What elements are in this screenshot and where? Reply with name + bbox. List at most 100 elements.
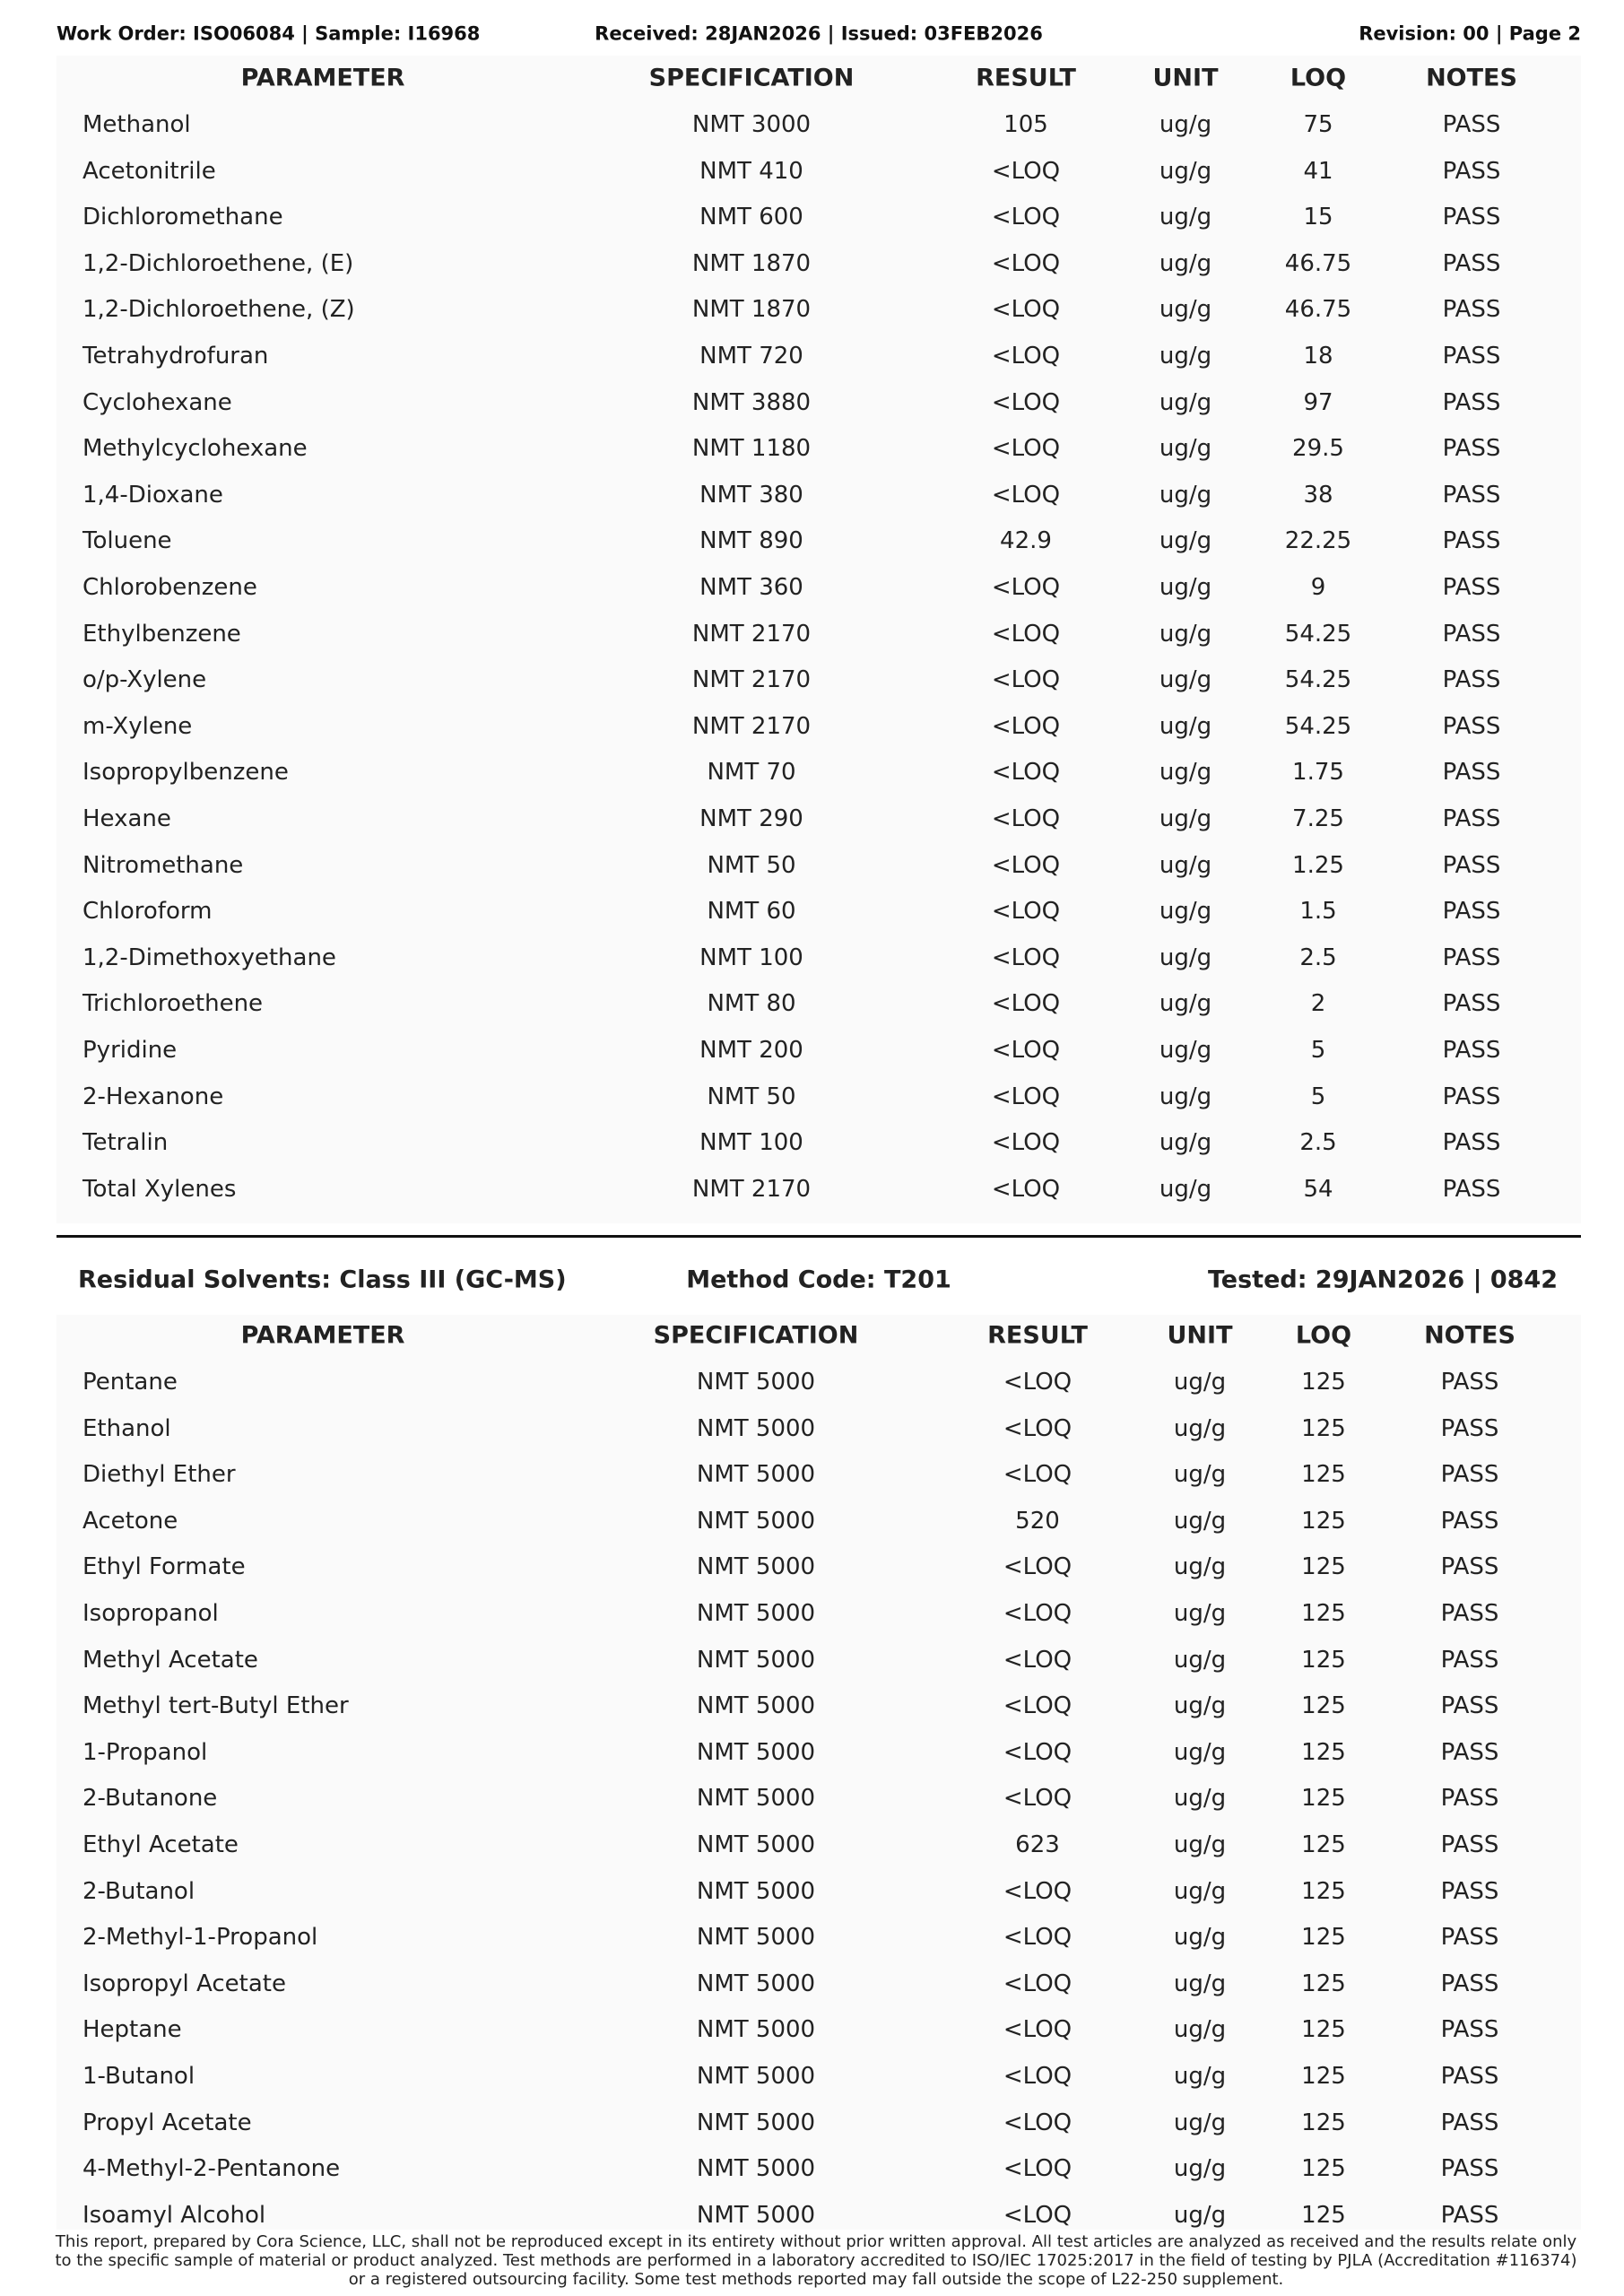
result-cell: <LOQ — [991, 1083, 1061, 1110]
specification-cell: NMT 5000 — [696, 1369, 816, 1396]
result-cell: <LOQ — [991, 481, 1061, 509]
loq-cell: 46.75 — [1284, 296, 1352, 324]
result-cell: <LOQ — [1003, 1877, 1073, 1905]
specification-cell: NMT 5000 — [696, 1507, 816, 1535]
notes-cell: PASS — [1442, 249, 1501, 277]
parameter-cell: 1,2-Dimethoxyethane — [83, 944, 336, 971]
column-header: UNIT — [1167, 1321, 1233, 1350]
section-title: Residual Solvents: Class III (GC-MS) — [78, 1265, 567, 1294]
unit-cell: ug/g — [1159, 805, 1212, 832]
result-cell: <LOQ — [991, 666, 1061, 694]
result-cell: <LOQ — [991, 620, 1061, 648]
result-cell: <LOQ — [991, 851, 1061, 879]
result-cell: <LOQ — [1003, 1924, 1073, 1952]
loq-cell: 2.5 — [1299, 944, 1337, 971]
parameter-cell: 1,4-Dioxane — [83, 481, 223, 509]
parameter-cell: Ethylbenzene — [83, 620, 241, 648]
parameter-cell: 1-Propanol — [83, 1738, 208, 1766]
notes-cell: PASS — [1442, 712, 1501, 740]
notes-cell: PASS — [1440, 1369, 1499, 1396]
parameter-cell: Chloroform — [83, 898, 213, 926]
result-cell: <LOQ — [991, 759, 1061, 787]
loq-cell: 125 — [1301, 1414, 1346, 1442]
column-header: SPECIFICATION — [653, 1321, 859, 1350]
dates: Received: 28JAN2026 | Issued: 03FEB2026 — [595, 22, 1043, 45]
loq-cell: 125 — [1301, 2201, 1346, 2229]
result-cell: <LOQ — [1003, 1646, 1073, 1674]
notes-cell: PASS — [1440, 1414, 1499, 1442]
unit-cell: ug/g — [1173, 2109, 1227, 2136]
result-cell: <LOQ — [1003, 2016, 1073, 2044]
loq-cell: 29.5 — [1292, 435, 1344, 463]
unit-cell: ug/g — [1159, 990, 1212, 1018]
loq-cell: 125 — [1301, 1461, 1346, 1489]
parameter-cell: o/p-Xylene — [83, 666, 207, 694]
loq-cell: 125 — [1301, 1738, 1346, 1766]
specification-cell: NMT 5000 — [696, 1646, 816, 1674]
notes-cell: PASS — [1442, 343, 1501, 370]
specification-cell: NMT 5000 — [696, 1461, 816, 1489]
parameter-cell: Pyridine — [83, 1037, 178, 1064]
unit-cell: ug/g — [1173, 1461, 1227, 1489]
parameter-cell: Total Xylenes — [83, 1175, 237, 1203]
column-header: SPECIFICATION — [648, 64, 855, 92]
table-background — [56, 1315, 1581, 2230]
loq-cell: 5 — [1310, 1037, 1326, 1064]
specification-cell: NMT 5000 — [696, 1553, 816, 1581]
notes-cell: PASS — [1442, 759, 1501, 787]
specification-cell: NMT 2170 — [691, 620, 812, 648]
parameter-cell: Methylcyclohexane — [83, 435, 308, 463]
result-cell: <LOQ — [991, 343, 1061, 370]
result-cell: <LOQ — [991, 204, 1061, 231]
loq-cell: 2.5 — [1299, 1129, 1337, 1157]
specification-cell: NMT 2170 — [691, 1175, 812, 1203]
unit-cell: ug/g — [1159, 111, 1212, 138]
notes-cell: PASS — [1442, 620, 1501, 648]
result-cell: <LOQ — [991, 805, 1061, 832]
notes-cell: PASS — [1442, 435, 1501, 463]
result-cell: <LOQ — [1003, 1692, 1073, 1720]
notes-cell: PASS — [1442, 157, 1501, 185]
result-cell: <LOQ — [991, 249, 1061, 277]
specification-cell: NMT 3000 — [691, 111, 812, 138]
notes-cell: PASS — [1442, 944, 1501, 971]
unit-cell: ug/g — [1159, 435, 1212, 463]
result-cell: 42.9 — [1000, 527, 1052, 555]
result-cell: 623 — [1015, 1831, 1060, 1858]
loq-cell: 125 — [1301, 1600, 1346, 1627]
parameter-cell: 2-Methyl-1-Propanol — [83, 1924, 318, 1952]
notes-cell: PASS — [1442, 481, 1501, 509]
result-cell: <LOQ — [1003, 1738, 1073, 1766]
loq-cell: 7.25 — [1292, 805, 1344, 832]
notes-cell: PASS — [1442, 296, 1501, 324]
unit-cell: ug/g — [1159, 1175, 1212, 1203]
specification-cell: NMT 5000 — [696, 2155, 816, 2183]
parameter-cell: Acetone — [83, 1507, 178, 1535]
notes-cell: PASS — [1442, 805, 1501, 832]
parameter-cell: Diethyl Ether — [83, 1461, 236, 1489]
notes-cell: PASS — [1440, 2201, 1499, 2229]
notes-cell: PASS — [1440, 2063, 1499, 2090]
notes-cell: PASS — [1440, 1831, 1499, 1858]
loq-cell: 41 — [1303, 157, 1333, 185]
unit-cell: ug/g — [1159, 851, 1212, 879]
notes-cell: PASS — [1442, 1037, 1501, 1064]
notes-cell: PASS — [1440, 1553, 1499, 1581]
revision: Revision: 00 | Page 2 — [1359, 22, 1581, 45]
parameter-cell: Ethanol — [83, 1414, 171, 1442]
unit-cell: ug/g — [1159, 944, 1212, 971]
specification-cell: NMT 3880 — [691, 388, 812, 416]
unit-cell: ug/g — [1159, 527, 1212, 555]
unit-cell: ug/g — [1173, 1414, 1227, 1442]
loq-cell: 125 — [1301, 2155, 1346, 2183]
specification-cell: NMT 2170 — [691, 666, 812, 694]
loq-cell: 125 — [1301, 1369, 1346, 1396]
loq-cell: 97 — [1303, 388, 1333, 416]
unit-cell: ug/g — [1159, 388, 1212, 416]
specification-cell: NMT 5000 — [696, 1831, 816, 1858]
loq-cell: 125 — [1301, 1785, 1346, 1813]
result-cell: <LOQ — [991, 990, 1061, 1018]
unit-cell: ug/g — [1173, 1924, 1227, 1952]
parameter-cell: 4-Methyl-2-Pentanone — [83, 2155, 341, 2183]
method-code: Method Code: T201 — [686, 1265, 951, 1294]
